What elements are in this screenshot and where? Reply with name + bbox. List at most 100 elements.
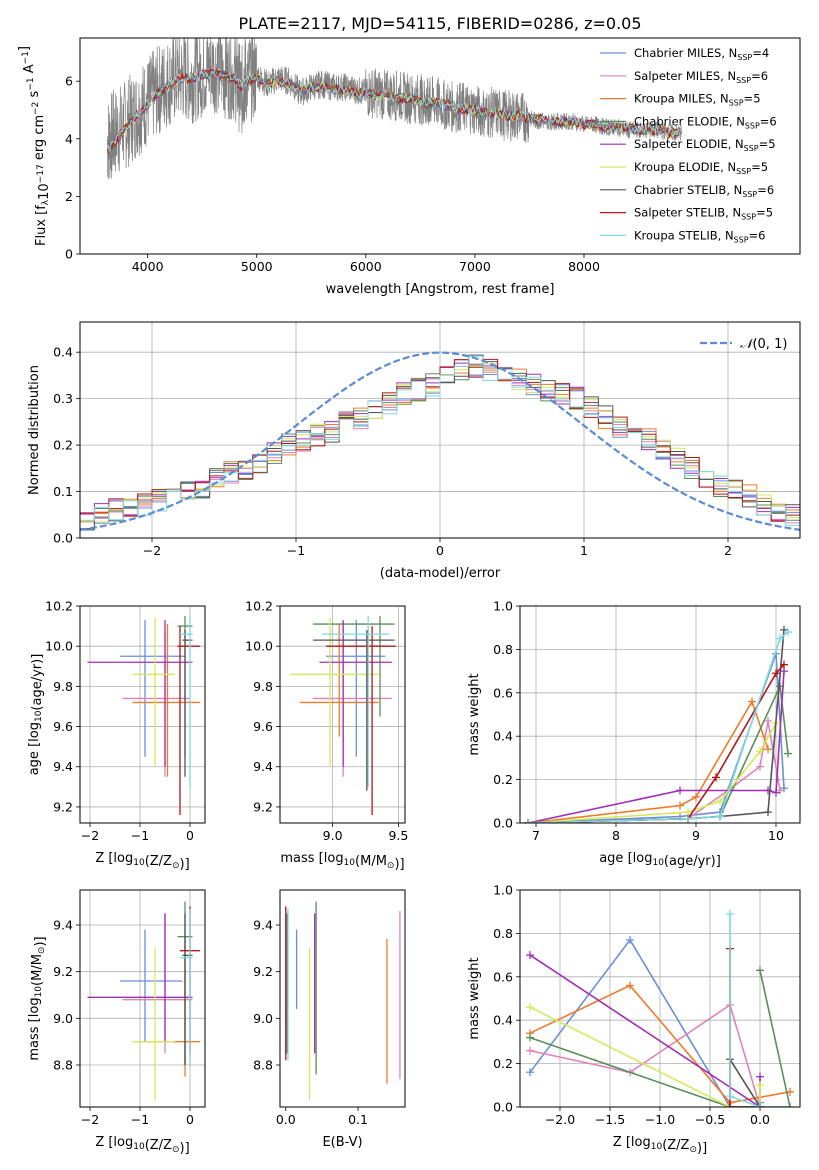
axes-frame — [279, 889, 406, 1108]
label-text: )] — [697, 1141, 707, 1156]
label-subscript: ⊙ — [37, 947, 47, 955]
axes-frame — [79, 889, 206, 1108]
chart-residuals: −2 −1 0 1 2 0.0 0.1 0.2 0.3 0.4 (data-model)/error… — [27, 321, 801, 581]
legend-eq: = — [760, 114, 770, 128]
figure-title: PLATE=2117, MJD=54115, FIBERID=0286, z=0… — [238, 14, 641, 33]
legend-eq: = — [752, 46, 762, 60]
label-text: ] — [17, 46, 32, 51]
legend-subscript: SSP — [742, 190, 757, 199]
mass-weight-marker — [764, 808, 772, 817]
mass-weight-marker — [726, 909, 734, 918]
label-superscript: −17 — [36, 164, 46, 183]
mass-weight-marker — [676, 786, 684, 795]
y-axis-label: Normed distribution — [27, 365, 42, 495]
axes-frame — [79, 37, 801, 255]
y-axis-label: mass weight — [467, 957, 482, 1039]
legend-subscript: SSP — [741, 213, 756, 222]
legend-nssp: 5 — [753, 92, 760, 106]
mass-weight-line — [527, 699, 769, 823]
y-axis-label: mass [log10(M/M⊙)] — [27, 936, 48, 1060]
tick-label-x: 9.5 — [388, 828, 408, 843]
mass-weight-marker — [756, 966, 764, 975]
legend-entry: Kroupa STELIB, NSSP=6 — [634, 228, 766, 244]
tick-label-x: 0.0 — [276, 1112, 296, 1127]
tick-label-y: 9.6 — [253, 719, 273, 734]
label-text: 10 — [37, 183, 52, 200]
label-text: (age/yr)] — [664, 854, 721, 869]
mass-weight-marker — [626, 981, 634, 990]
legend-prefix: N — [720, 92, 729, 106]
tick-label-x: −1 — [131, 1112, 149, 1127]
legend-eq: = — [744, 92, 754, 106]
tick-label-y: 0.4 — [493, 1013, 513, 1028]
legend-entry: Chabrier MILES, NSSP=4 — [634, 46, 769, 62]
plot-area — [290, 616, 396, 815]
tick-label-x: 7000 — [459, 259, 491, 274]
axes-frame — [79, 605, 206, 824]
tick-label-y: 1.0 — [493, 599, 513, 614]
x-axis-label: mass [log10(M/M⊙)] — [280, 851, 404, 872]
tick-label-x: 0.1 — [348, 1112, 368, 1127]
legend-nssp: 5 — [768, 137, 775, 151]
tick-label-y: 9.6 — [53, 719, 73, 734]
legend-entry: Salpeter ELODIE, NSSP=5 — [634, 137, 776, 153]
legend-model-name: Kroupa MILES, — [634, 92, 720, 106]
tick-label-y: 6 — [65, 74, 73, 89]
legend-subscript: SSP — [736, 76, 751, 85]
legend-nssp: 5 — [761, 160, 768, 174]
residuals-legend: 𝒩(0, 1) — [700, 337, 787, 352]
legend-prefix: N — [729, 46, 738, 60]
mass-weight-line — [527, 671, 785, 823]
mass-weight-marker — [772, 788, 780, 797]
legend-nssp: 6 — [758, 228, 765, 242]
label-text: Z [log — [613, 1135, 651, 1150]
x-axis-label: (data-model)/error — [380, 566, 501, 581]
label-text: (M/M — [355, 854, 387, 869]
x-axis-label: Z [log10(Z/Z⊙)] — [95, 1135, 189, 1156]
legend-eq: = — [759, 137, 769, 151]
legend-nssp: 6 — [767, 183, 774, 197]
y-axis-label: age [log10(age/yr)] — [27, 654, 45, 776]
label-subscript: 10 — [133, 858, 145, 868]
label-text: mass [log — [280, 851, 343, 866]
y-axis-label: mass weight — [467, 673, 482, 755]
legend-prefix: N — [727, 160, 736, 174]
mass-weight-marker — [764, 745, 772, 754]
axes-frame — [519, 605, 801, 824]
mass-weight-marker — [716, 812, 724, 821]
label-subscript: ⊙ — [689, 1145, 697, 1155]
mass-weight-marker — [526, 1003, 534, 1012]
tick-label-y: 9.4 — [53, 918, 73, 933]
label-subscript: 10 — [651, 1142, 663, 1152]
x-axis-label: Z [log10(Z/Z⊙)] — [95, 851, 189, 872]
tick-label-x: 5000 — [241, 259, 273, 274]
tick-label-y: 8.8 — [253, 1058, 273, 1073]
tick-label-x: 0 — [186, 828, 194, 843]
plot-area — [87, 616, 200, 815]
mass-weight-marker — [784, 628, 792, 637]
tick-label-y: 10.2 — [45, 599, 73, 614]
tick-label-y: 0 — [65, 247, 73, 262]
mass-weight-line — [529, 1006, 761, 1107]
x-axis-label: age [log10(age/yr)] — [599, 851, 721, 869]
plot-area — [524, 625, 792, 823]
axes-frame — [79, 321, 801, 539]
legend-nssp: 5 — [766, 206, 773, 220]
tick-label-y: 0.2 — [53, 438, 73, 453]
tick-label-x: 6000 — [350, 259, 382, 274]
histogram-step — [80, 355, 800, 538]
tick-label-y: 0.0 — [493, 816, 513, 831]
tick-label-y: 0.4 — [493, 729, 513, 744]
tick-label-y: 9.8 — [53, 679, 73, 694]
label-subscript: 10 — [34, 710, 44, 722]
legend-model-name: Salpeter STELIB, — [634, 206, 732, 220]
label-subscript: 10 — [133, 1142, 145, 1152]
tick-label-x: −1 — [131, 828, 149, 843]
mass-weight-line — [529, 1003, 761, 1107]
tick-label-y: 9.4 — [253, 918, 273, 933]
tick-label-y: 0.2 — [493, 772, 513, 787]
mass-weight-marker — [726, 1103, 734, 1107]
tick-label-x: 0 — [436, 543, 444, 558]
